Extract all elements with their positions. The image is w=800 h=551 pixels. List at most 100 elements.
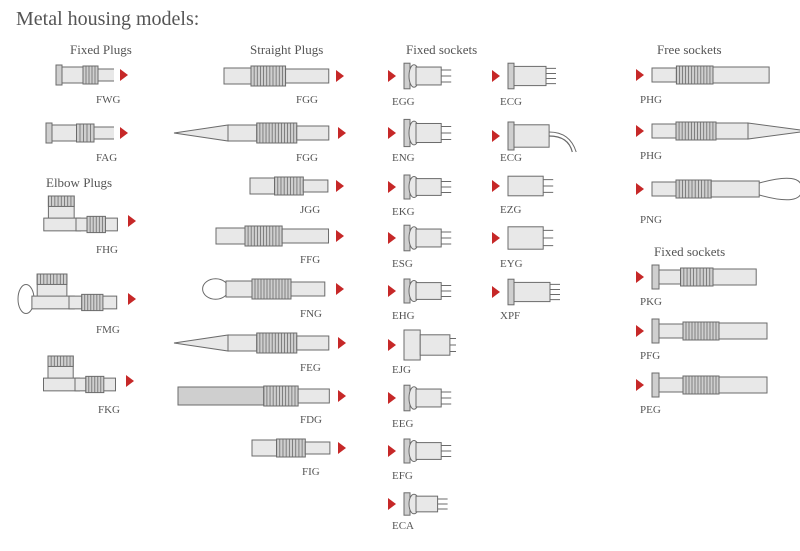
product-fwg-0	[54, 60, 128, 90]
arrow-icon	[388, 339, 396, 351]
product-code: ECG	[500, 96, 522, 108]
product-thumb[interactable]	[172, 116, 332, 150]
column-header-elbow_plugs: Elbow Plugs	[46, 175, 112, 191]
arrow-icon	[388, 498, 396, 510]
column-header-free_sockets: Free sockets	[657, 42, 722, 58]
product-thumb[interactable]	[16, 270, 122, 328]
product-code: FWG	[96, 94, 120, 106]
product-thumb[interactable]	[30, 192, 122, 250]
product-code: ECG	[500, 152, 522, 164]
product-ffg-8	[214, 222, 344, 250]
arrow-icon	[388, 127, 396, 139]
arrow-icon	[120, 69, 128, 81]
arrow-icon	[636, 379, 644, 391]
product-phg-27	[636, 60, 772, 90]
product-thumb[interactable]	[54, 60, 114, 90]
product-code: EFG	[392, 470, 413, 482]
product-thumb[interactable]	[402, 382, 458, 414]
column-header-straight_plugs: Straight Plugs	[250, 42, 323, 58]
product-fmg-3	[16, 270, 136, 328]
product-thumb[interactable]	[506, 116, 584, 156]
product-egg-13	[388, 60, 458, 92]
product-code: FGG	[296, 94, 318, 106]
product-code: PHG	[640, 150, 662, 162]
product-code: FIG	[302, 466, 320, 478]
product-thumb[interactable]	[30, 352, 120, 410]
product-thumb[interactable]	[650, 170, 800, 208]
product-ecg-22	[492, 60, 570, 92]
product-thumb[interactable]	[214, 222, 330, 250]
product-thumb[interactable]	[200, 272, 330, 306]
product-thumb[interactable]	[506, 60, 570, 92]
product-thumb[interactable]	[402, 436, 458, 466]
product-code: FFG	[300, 254, 320, 266]
product-thumb[interactable]	[176, 380, 332, 412]
product-code: FGG	[296, 152, 318, 164]
arrow-icon	[636, 125, 644, 137]
product-thumb[interactable]	[506, 172, 570, 200]
product-code: JGG	[300, 204, 320, 216]
arrow-icon	[492, 180, 500, 192]
product-fdg-11	[176, 380, 346, 412]
product-thumb[interactable]	[650, 262, 758, 292]
product-jgg-7	[248, 172, 344, 200]
product-ezg-24	[492, 172, 570, 200]
product-code: ECA	[392, 520, 414, 532]
product-thumb[interactable]	[650, 316, 770, 346]
column-header-fixed_sockets2: Fixed sockets	[654, 244, 725, 260]
arrow-icon	[636, 69, 644, 81]
product-eeg-19	[388, 382, 458, 414]
product-fgg-6	[172, 116, 346, 150]
product-code: XPF	[500, 310, 520, 322]
arrow-icon	[120, 127, 128, 139]
product-xpf-26	[492, 276, 578, 308]
product-ejg-18	[388, 328, 456, 362]
product-code: EHG	[392, 310, 415, 322]
product-thumb[interactable]	[650, 114, 800, 148]
product-thumb[interactable]	[402, 328, 456, 362]
product-thumb[interactable]	[402, 116, 458, 150]
product-pfg-31	[636, 316, 770, 346]
product-thumb[interactable]	[402, 60, 458, 92]
product-thumb[interactable]	[402, 222, 458, 254]
product-png-29	[636, 170, 800, 208]
arrow-icon	[388, 181, 396, 193]
product-code: PHG	[640, 94, 662, 106]
product-code: EZG	[500, 204, 521, 216]
product-code: FDG	[300, 414, 322, 426]
arrow-icon	[336, 70, 344, 82]
product-thumb[interactable]	[506, 276, 578, 308]
product-code: PNG	[640, 214, 662, 226]
product-thumb[interactable]	[248, 172, 330, 200]
product-peg-32	[636, 370, 770, 400]
product-thumb[interactable]	[222, 62, 330, 90]
product-thumb[interactable]	[172, 326, 332, 360]
product-thumb[interactable]	[250, 434, 332, 462]
arrow-icon	[388, 445, 396, 457]
arrow-icon	[336, 230, 344, 242]
arrow-icon	[492, 130, 500, 142]
product-thumb[interactable]	[402, 172, 458, 202]
product-code: ENG	[392, 152, 415, 164]
product-code: ESG	[392, 258, 413, 270]
arrow-icon	[338, 337, 346, 349]
product-thumb[interactable]	[402, 490, 450, 518]
product-feg-10	[172, 326, 346, 360]
product-thumb[interactable]	[44, 116, 114, 150]
arrow-icon	[336, 283, 344, 295]
product-fig-12	[250, 434, 346, 462]
product-code: PKG	[640, 296, 662, 308]
product-fkg-4	[30, 352, 134, 410]
page-title: Metal housing models:	[16, 8, 199, 31]
product-efg-20	[388, 436, 458, 466]
product-thumb[interactable]	[650, 370, 770, 400]
arrow-icon	[338, 390, 346, 402]
product-eng-14	[388, 116, 458, 150]
column-header-fixed_plugs: Fixed Plugs	[70, 42, 132, 58]
product-thumb[interactable]	[650, 60, 772, 90]
product-thumb[interactable]	[402, 276, 458, 306]
product-code: EJG	[392, 364, 411, 376]
product-thumb[interactable]	[506, 222, 570, 254]
product-fgg-5	[222, 62, 344, 90]
product-ehg-17	[388, 276, 458, 306]
